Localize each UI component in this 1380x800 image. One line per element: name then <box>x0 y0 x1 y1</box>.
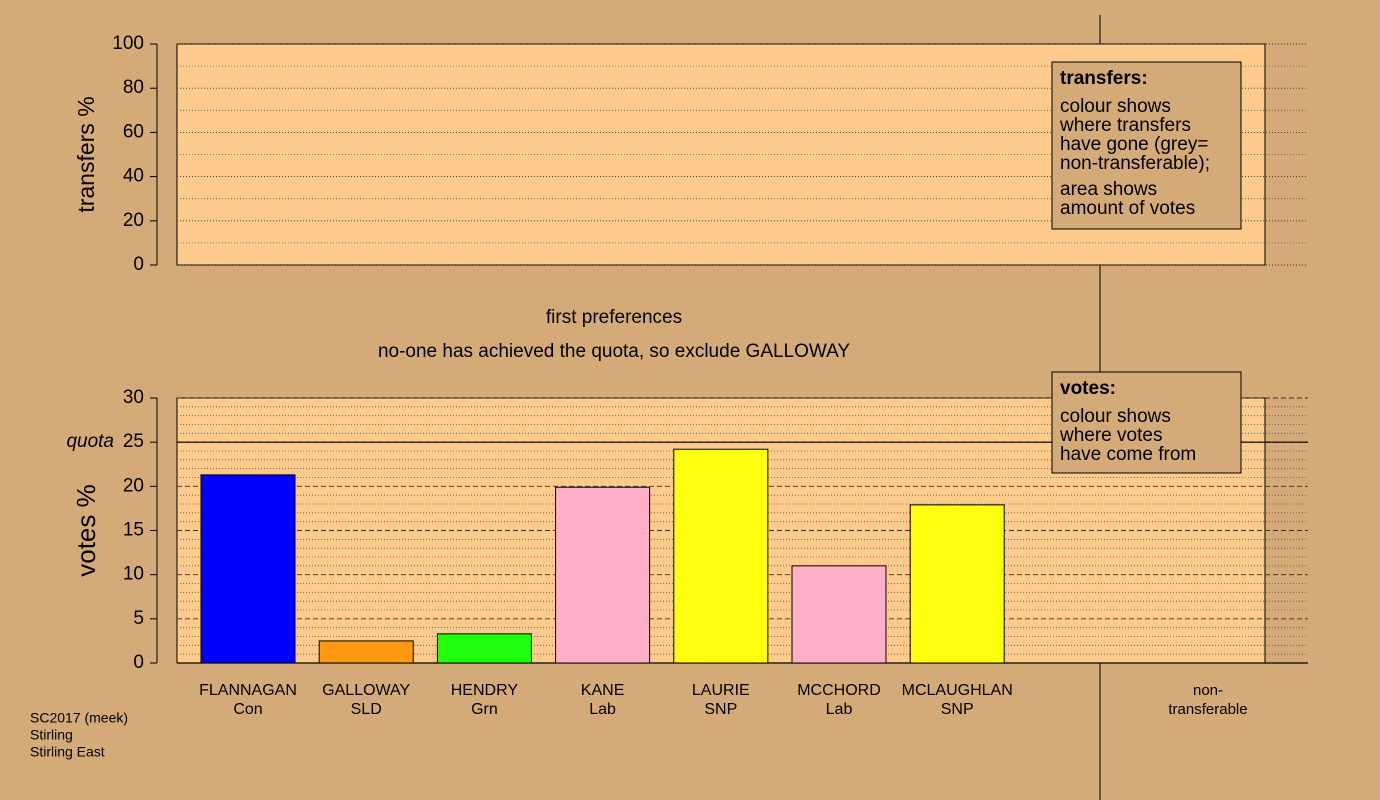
legend-text: have gone (grey= <box>1060 134 1208 155</box>
bar <box>791 565 887 664</box>
y-axis-label: transfers % <box>73 96 99 212</box>
bar <box>673 448 769 664</box>
x-tick-label: transferable <box>1168 701 1247 718</box>
y-tick-label: 80 <box>123 77 144 98</box>
y-tick-label: 15 <box>123 520 144 541</box>
caption: no-one has achieved the quota, so exclud… <box>378 341 850 362</box>
bar <box>436 633 532 664</box>
legend-text: colour shows <box>1060 406 1171 427</box>
x-tick-sublabel: Lab <box>826 701 853 718</box>
x-tick-label: LAURIE <box>692 682 750 699</box>
y-tick-label: 40 <box>123 166 144 187</box>
legend-title: votes: <box>1060 378 1116 399</box>
x-tick-label: non- <box>1193 682 1223 699</box>
x-tick-label: FLANNAGAN <box>199 682 297 699</box>
x-tick-label: KANE <box>581 682 625 699</box>
footer: Stirling East <box>30 744 105 760</box>
y-tick-label: 25 <box>123 431 144 452</box>
y-tick-label: 0 <box>133 254 144 275</box>
legend-text: colour shows <box>1060 96 1171 117</box>
legend-text: where votes <box>1059 425 1162 446</box>
x-tick-sublabel: Lab <box>589 701 616 718</box>
y-tick-label: 30 <box>123 387 144 408</box>
bar <box>555 486 651 664</box>
legend-title: transfers: <box>1060 68 1148 89</box>
bar <box>909 504 1005 664</box>
y-axis-label: votes % <box>71 484 101 577</box>
x-tick-sublabel: SNP <box>704 701 737 718</box>
y-tick-label: 100 <box>112 33 144 54</box>
y-tick-label: 10 <box>123 564 144 585</box>
y-tick-label: 20 <box>123 475 144 496</box>
y-tick-label: 0 <box>133 652 144 673</box>
x-tick-sublabel: Grn <box>471 701 498 718</box>
footer: Stirling <box>30 727 73 743</box>
legend-text: amount of votes <box>1060 198 1195 219</box>
x-tick-label: HENDRY <box>451 682 519 699</box>
legend-text: where transfers <box>1059 115 1191 136</box>
x-tick-sublabel: SNP <box>941 701 974 718</box>
quota-label: quota <box>66 431 114 452</box>
legend-text: have come from <box>1060 444 1196 465</box>
legend-box <box>1051 371 1242 474</box>
footer: SC2017 (meek) <box>30 710 128 726</box>
bar <box>318 640 414 664</box>
legend-box <box>1051 61 1242 230</box>
legend-text: non-transferable); <box>1060 153 1210 174</box>
y-tick-label: 60 <box>123 121 144 142</box>
x-tick-label: MCLAUGHLAN <box>902 682 1013 699</box>
x-tick-label: MCCHORD <box>797 682 881 699</box>
x-tick-sublabel: Con <box>233 701 262 718</box>
caption: first preferences <box>546 307 682 328</box>
x-tick-label: GALLOWAY <box>322 682 410 699</box>
bar <box>200 474 296 664</box>
y-tick-label: 20 <box>123 210 144 231</box>
legend-text: area shows <box>1060 179 1157 200</box>
x-tick-sublabel: SLD <box>351 701 382 718</box>
y-tick-label: 5 <box>133 608 144 629</box>
